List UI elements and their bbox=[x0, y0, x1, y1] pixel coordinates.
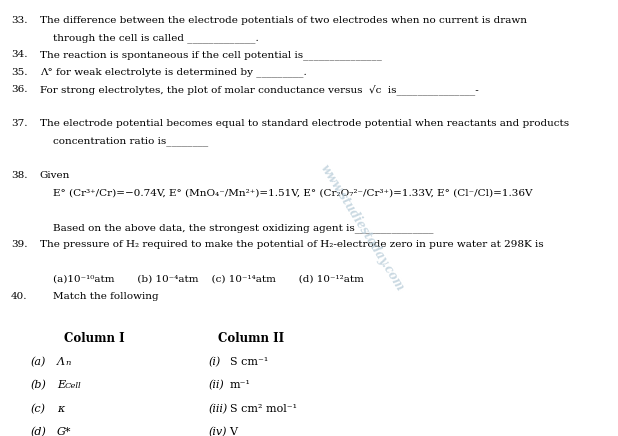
Text: The electrode potential becomes equal to standard electrode potential when react: The electrode potential becomes equal to… bbox=[40, 119, 569, 128]
Text: 38.: 38. bbox=[11, 171, 27, 180]
Text: S cm² mol⁻¹: S cm² mol⁻¹ bbox=[229, 404, 297, 414]
Text: 36.: 36. bbox=[11, 85, 27, 94]
Text: 39.: 39. bbox=[11, 240, 27, 249]
Text: (ii): (ii) bbox=[208, 380, 224, 391]
Text: 34.: 34. bbox=[11, 50, 27, 59]
Text: (i): (i) bbox=[208, 357, 221, 367]
Text: V: V bbox=[229, 427, 237, 436]
Text: G*: G* bbox=[57, 427, 72, 436]
Text: www.studiestoday.com: www.studiestoday.com bbox=[318, 162, 407, 293]
Text: E: E bbox=[57, 380, 66, 390]
Text: Column I: Column I bbox=[64, 332, 125, 345]
Text: (c): (c) bbox=[30, 404, 46, 414]
Text: 33.: 33. bbox=[11, 16, 27, 25]
Text: (iii): (iii) bbox=[208, 404, 227, 414]
Text: The reaction is spontaneous if the cell potential is_______________: The reaction is spontaneous if the cell … bbox=[40, 50, 381, 60]
Text: (a)10⁻¹⁰atm       (b) 10⁻⁴atm    (c) 10⁻¹⁴atm       (d) 10⁻¹²atm: (a)10⁻¹⁰atm (b) 10⁻⁴atm (c) 10⁻¹⁴atm (d)… bbox=[40, 275, 363, 283]
Text: For strong electrolytes, the plot of molar conductance versus  √c  is___________: For strong electrolytes, the plot of mol… bbox=[40, 85, 478, 95]
Text: The pressure of H₂ required to make the potential of H₂-electrode zero in pure w: The pressure of H₂ required to make the … bbox=[40, 240, 543, 249]
Text: 40.: 40. bbox=[11, 292, 27, 301]
Text: Cell: Cell bbox=[65, 382, 82, 390]
Text: (d): (d) bbox=[30, 427, 46, 436]
Text: 35.: 35. bbox=[11, 68, 27, 77]
Text: n: n bbox=[65, 359, 70, 367]
Text: Λ: Λ bbox=[57, 357, 65, 367]
Text: (b): (b) bbox=[30, 380, 46, 391]
Text: Based on the above data, the strongest oxidizing agent is_______________: Based on the above data, the strongest o… bbox=[40, 223, 433, 232]
Text: Given: Given bbox=[40, 171, 70, 180]
Text: (iv): (iv) bbox=[208, 427, 227, 436]
Text: through the cell is called _____________.: through the cell is called _____________… bbox=[40, 33, 258, 43]
Text: Column II: Column II bbox=[218, 332, 284, 345]
Text: 37.: 37. bbox=[11, 119, 27, 128]
Text: m⁻¹: m⁻¹ bbox=[229, 380, 250, 390]
Text: S cm⁻¹: S cm⁻¹ bbox=[229, 357, 268, 367]
Text: Λ° for weak electrolyte is determined by _________.: Λ° for weak electrolyte is determined by… bbox=[40, 68, 307, 77]
Text: The difference between the electrode potentials of two electrodes when no curren: The difference between the electrode pot… bbox=[40, 16, 527, 25]
Text: (a): (a) bbox=[30, 357, 46, 367]
Text: κ: κ bbox=[57, 404, 64, 414]
Text: E° (Cr³⁺/Cr)=−0.74V, E° (MnO₄⁻/Mn²⁺)=1.51V, E° (Cr₂O₇²⁻/Cr³⁺)=1.33V, E° (Cl⁻/Cl): E° (Cr³⁺/Cr)=−0.74V, E° (MnO₄⁻/Mn²⁺)=1.5… bbox=[40, 188, 532, 198]
Text: concentration ratio is________: concentration ratio is________ bbox=[40, 136, 208, 146]
Text: Match the following: Match the following bbox=[40, 292, 158, 301]
